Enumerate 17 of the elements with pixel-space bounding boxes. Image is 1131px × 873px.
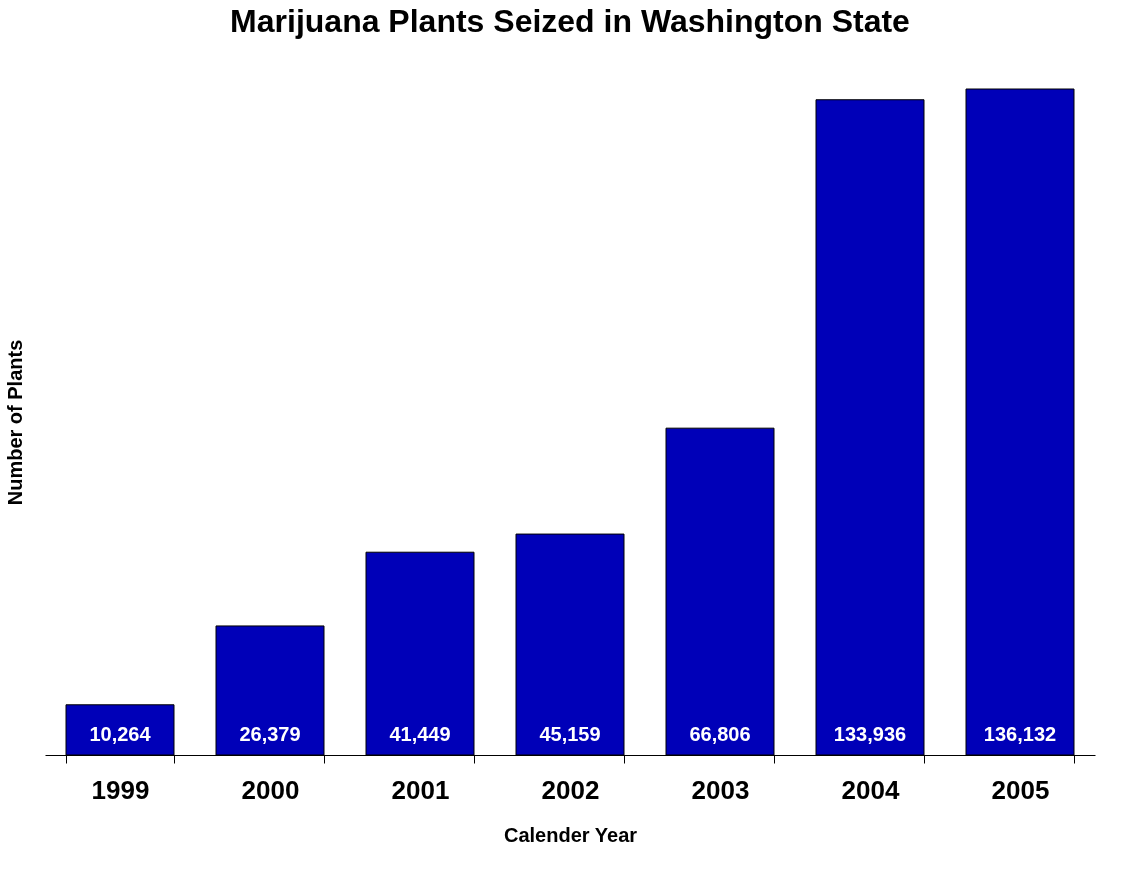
chart-title: Marijuana Plants Seized in Washington State <box>230 2 910 39</box>
x-tick-label: 2002 <box>541 774 600 805</box>
data-label: 26,379 <box>239 723 301 745</box>
x-tick-label: 2001 <box>391 774 450 805</box>
y-axis-title: Number of Plants <box>3 339 26 506</box>
x-tick-label: 1999 <box>91 774 150 805</box>
data-label: 45,159 <box>539 723 601 745</box>
x-tick-label: 2003 <box>691 774 750 805</box>
x-axis-title: Calender Year <box>503 823 638 846</box>
x-tick-label: 2000 <box>241 774 300 805</box>
data-label: 66,806 <box>689 723 751 745</box>
data-label: 41,449 <box>389 723 451 745</box>
x-tick-label: 2004 <box>841 774 900 805</box>
x-tick-label: 2005 <box>991 774 1050 805</box>
data-label: 136,132 <box>983 723 1057 745</box>
data-label: 133,936 <box>833 723 907 745</box>
data-label: 10,264 <box>89 723 152 745</box>
